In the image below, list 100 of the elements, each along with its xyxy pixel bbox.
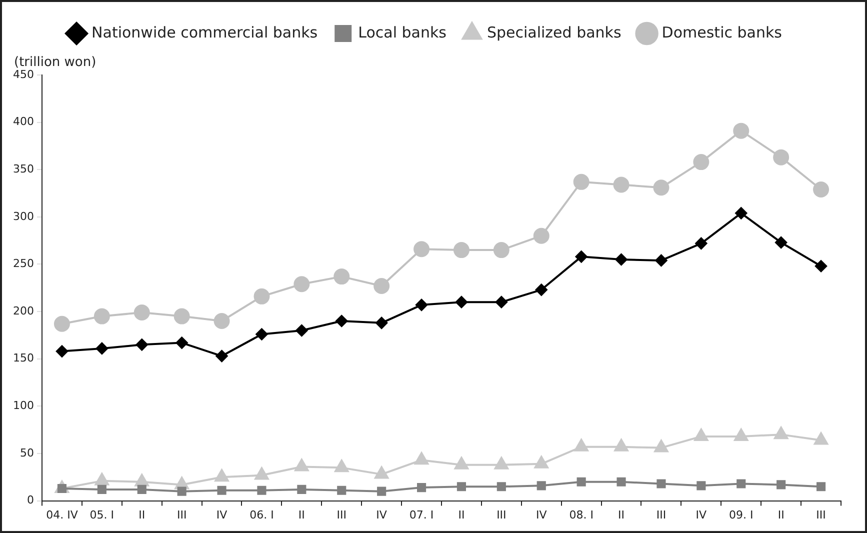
- y-tick-label: 0: [26, 494, 34, 507]
- point: [693, 154, 710, 170]
- x-tick-label: III: [656, 508, 666, 522]
- point: [733, 122, 750, 139]
- point: [495, 296, 508, 308]
- point: [536, 481, 546, 490]
- point: [256, 328, 268, 340]
- y-tick-label: 400: [12, 115, 34, 128]
- x-tick-label: II: [458, 508, 465, 522]
- point: [773, 149, 790, 166]
- point: [296, 324, 308, 336]
- point: [774, 426, 788, 440]
- point: [294, 458, 309, 472]
- point: [216, 350, 228, 362]
- point: [493, 242, 510, 258]
- point: [374, 278, 390, 294]
- point: [815, 260, 828, 272]
- point: [813, 181, 830, 198]
- x-tick-label: IV: [536, 508, 548, 522]
- y-tick-label: 300: [12, 210, 34, 223]
- point: [776, 480, 786, 490]
- point: [614, 438, 628, 452]
- legend-label: Local banks: [358, 23, 447, 42]
- legend-label: Domestic banks: [662, 23, 782, 42]
- point: [96, 342, 108, 354]
- point: [54, 316, 70, 332]
- point: [695, 237, 708, 250]
- point: [337, 486, 346, 495]
- point: [254, 288, 270, 304]
- point: [496, 482, 506, 492]
- x-tick-label: IV: [696, 508, 708, 522]
- y-tick-label: 350: [12, 162, 34, 176]
- point: [814, 432, 828, 445]
- point: [56, 345, 68, 358]
- x-tick-label: 04. IV: [46, 508, 78, 522]
- point: [94, 472, 109, 486]
- point: [734, 428, 748, 441]
- y-axis-title: (trillion won): [14, 54, 96, 70]
- point: [615, 254, 628, 266]
- x-tick-label: II: [618, 508, 625, 522]
- y-tick-label: 50: [20, 446, 34, 460]
- point: [455, 296, 468, 308]
- legend-label: Nationwide commercial banks: [92, 23, 318, 42]
- point: [97, 484, 106, 494]
- x-tick-label: 05. I: [90, 508, 114, 522]
- point: [613, 176, 630, 193]
- point: [735, 207, 748, 220]
- x-tick-label: 08. I: [569, 508, 594, 522]
- x-tick-label: III: [176, 508, 187, 522]
- point: [655, 254, 668, 266]
- y-tick-label: 100: [12, 399, 34, 412]
- point: [217, 486, 226, 495]
- point: [533, 228, 550, 244]
- x-tick-label: IV: [216, 508, 228, 522]
- point: [453, 242, 470, 258]
- point: [574, 438, 588, 452]
- point: [334, 268, 350, 285]
- x-tick-label: III: [816, 508, 826, 522]
- x-tick-label: 06. I: [250, 508, 274, 522]
- point: [377, 486, 386, 496]
- point: [654, 440, 668, 452]
- y-tick-label: 200: [12, 304, 34, 318]
- x-tick-label: III: [336, 508, 346, 522]
- point: [535, 284, 548, 296]
- legend-label: Specialized banks: [486, 23, 622, 42]
- y-tick-label: 150: [12, 352, 34, 365]
- y-tick-label: 450: [12, 68, 34, 81]
- point: [176, 336, 188, 349]
- point: [174, 308, 190, 324]
- point: [214, 469, 229, 482]
- x-tick-label: II: [778, 508, 784, 522]
- point: [694, 428, 708, 441]
- point: [656, 479, 666, 488]
- point: [297, 484, 306, 494]
- point: [416, 298, 428, 311]
- x-tick-label: II: [298, 508, 305, 522]
- point: [616, 477, 626, 486]
- point: [456, 482, 466, 492]
- point: [575, 250, 588, 263]
- point: [454, 456, 469, 470]
- x-tick-label: II: [138, 508, 146, 522]
- point: [775, 236, 788, 248]
- point: [136, 338, 148, 351]
- point: [214, 313, 230, 330]
- point: [573, 174, 590, 190]
- point: [414, 452, 429, 465]
- point: [257, 486, 266, 495]
- point: [94, 308, 110, 324]
- x-tick-label: 07. I: [409, 508, 434, 522]
- y-tick-label: 250: [12, 257, 34, 270]
- x-tick-label: 09. I: [729, 508, 754, 522]
- point: [736, 479, 746, 488]
- point: [534, 456, 548, 468]
- point: [134, 304, 150, 320]
- point: [816, 482, 826, 492]
- point: [414, 241, 430, 258]
- point: [376, 316, 388, 329]
- point: [137, 484, 146, 494]
- point: [294, 276, 310, 292]
- point: [696, 481, 706, 490]
